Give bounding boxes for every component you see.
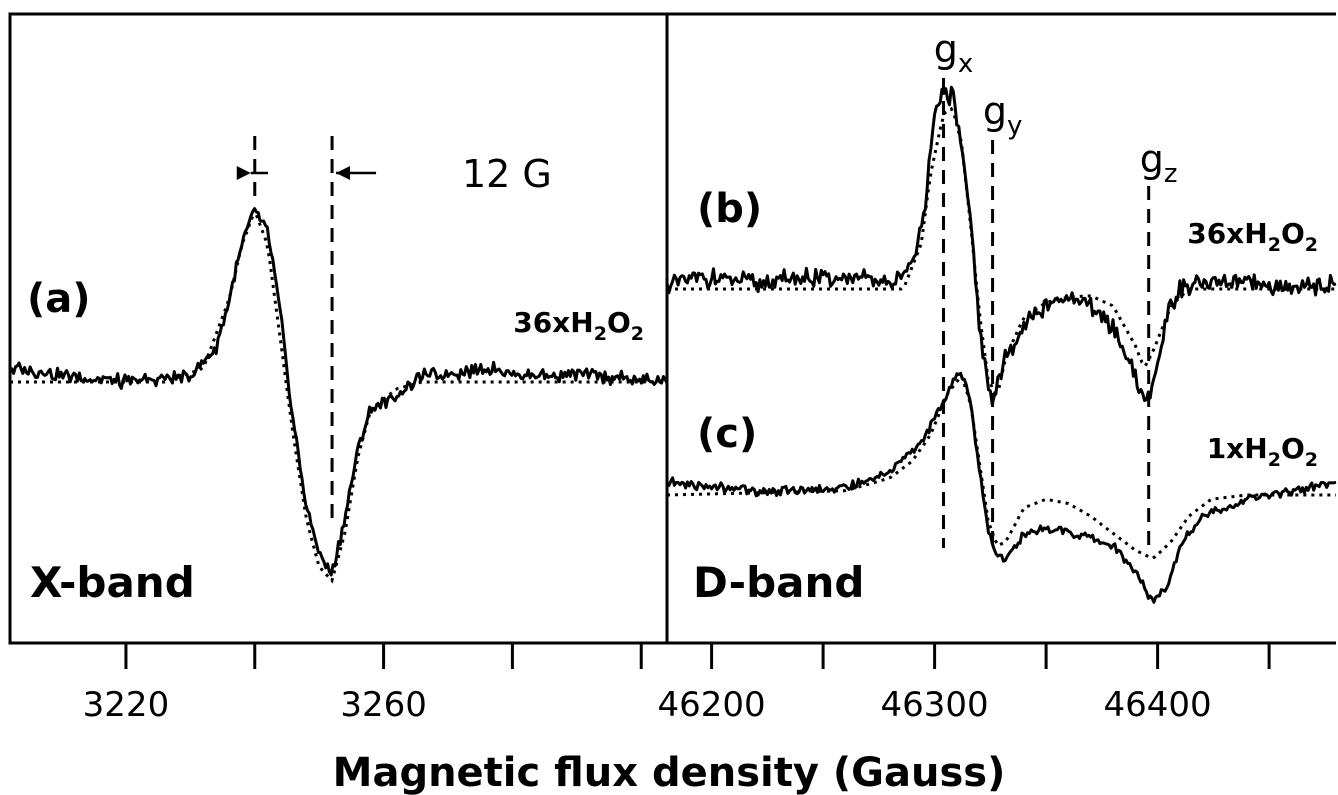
x-band-panel: 12 G (a) 36xH2O2 X-band 3220 3260 — [8, 12, 669, 725]
x-axis-title: Magnetic flux density (Gauss) — [333, 750, 1006, 795]
arrow-right-head — [336, 166, 351, 180]
g-marker-label-x: gx — [934, 27, 974, 79]
series-c-fit — [666, 372, 1336, 560]
panel-label-a: (a) — [27, 276, 91, 322]
x-band-label: X-band — [30, 558, 195, 607]
series-c-experimental — [666, 371, 1337, 604]
panel-label-b: (b) — [697, 186, 762, 232]
panel-label-c: (c) — [697, 411, 757, 457]
sample-label-a: 36xH2O2 — [513, 306, 644, 345]
sample-label-c: 1xH2O2 — [1207, 432, 1318, 471]
d-band-frame — [665, 12, 1336, 645]
x-band-tick-label-1: 3260 — [340, 685, 427, 725]
series-b-experimental — [665, 85, 1337, 406]
d-band-tick-label-2: 46400 — [1104, 685, 1212, 725]
arrow-left-head — [236, 166, 251, 180]
d-band-tick-label-1: 46300 — [881, 685, 989, 725]
g-marker-label-y: gy — [983, 89, 1023, 141]
linewidth-annotation: 12 G — [462, 152, 552, 196]
g-marker-label-z: gz — [1140, 137, 1178, 189]
sample-label-b: 36xH2O2 — [1187, 217, 1318, 256]
series-a-experimental — [8, 207, 669, 577]
series-a-fit — [10, 213, 667, 584]
series-b-fit — [667, 106, 1336, 394]
d-band-label: D-band — [693, 558, 864, 607]
d-band-tick-label-0: 46200 — [658, 685, 766, 725]
x-band-tick-label-0: 3220 — [83, 685, 170, 725]
